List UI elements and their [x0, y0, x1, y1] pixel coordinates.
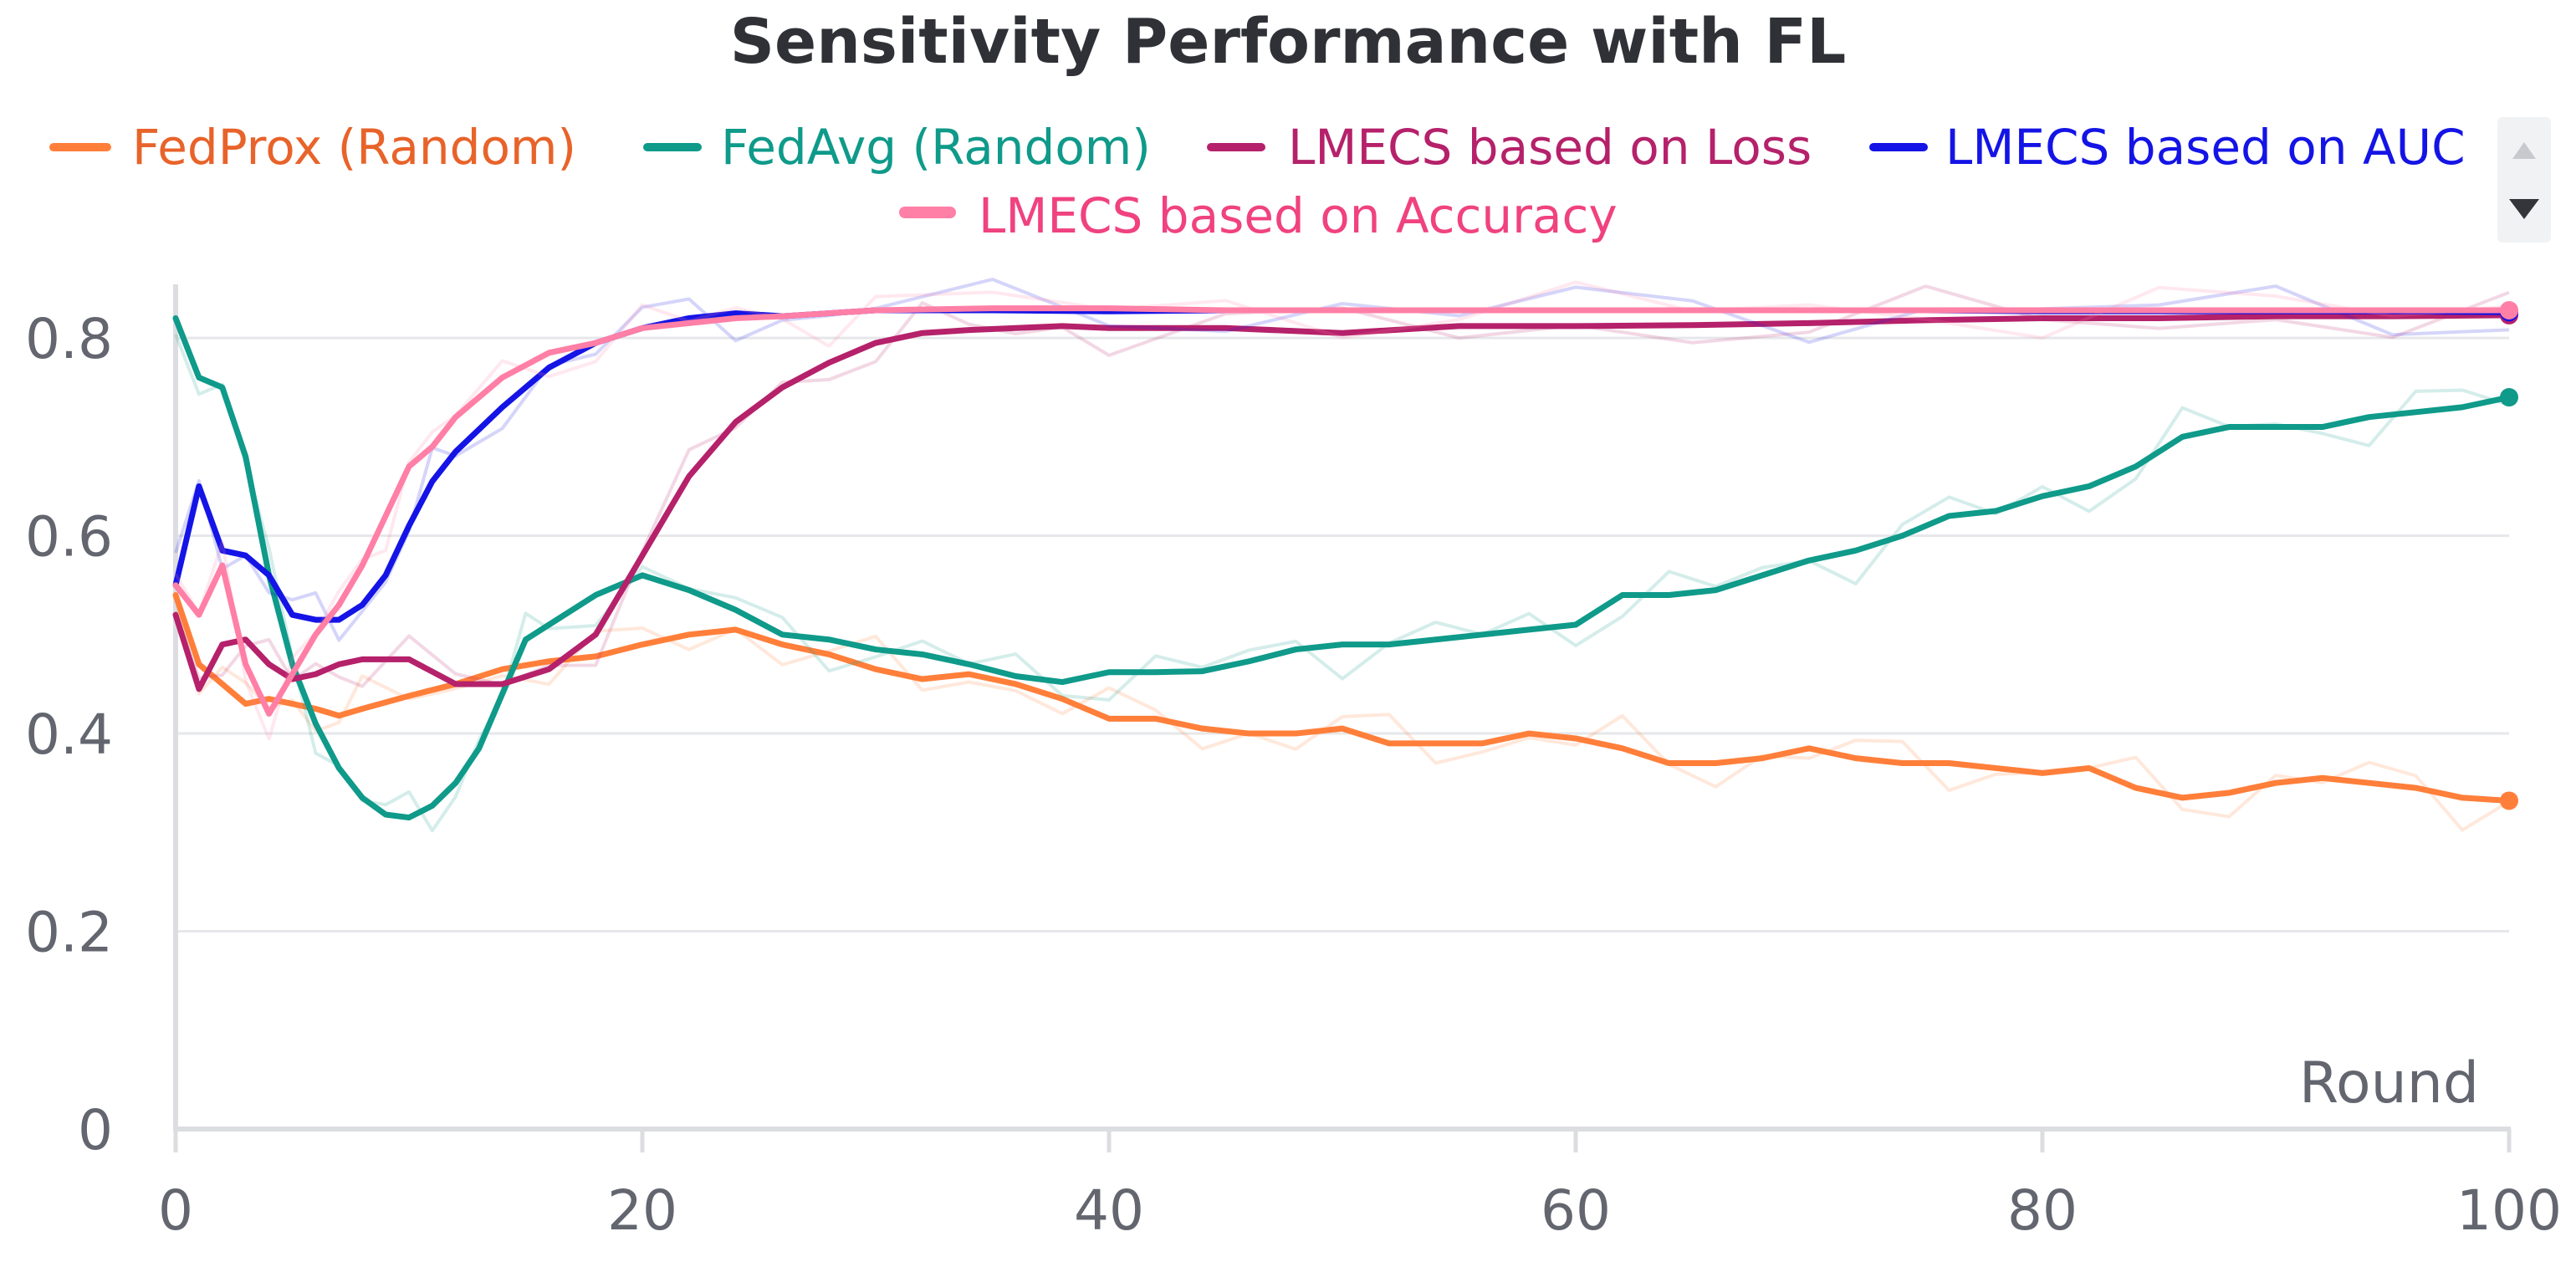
series-end-point[interactable]: [2500, 388, 2518, 407]
y-tick-label: 0.2: [25, 901, 113, 965]
series-raw-trace: [174, 334, 2510, 833]
legend-item-fedavg[interactable]: FedAvg (Random): [643, 119, 1151, 176]
y-tick-label: 0.4: [25, 703, 113, 767]
legend-item-lmecs-auc[interactable]: LMECS based on AUC: [1869, 119, 2466, 176]
legend-label-lmecs-loss: LMECS based on Loss: [1288, 119, 1812, 176]
series-1: [172, 314, 2518, 833]
chart-title: Sensitivity Performance with FL: [730, 6, 1847, 78]
legend-label-lmecs-auc: LMECS based on AUC: [1945, 119, 2466, 176]
x-axis-label: Round: [2299, 1050, 2479, 1116]
x-tick-label: 20: [607, 1178, 677, 1243]
series-lines: [172, 278, 2518, 833]
axes: [173, 284, 2512, 1152]
legend-item-fedprox[interactable]: FedProx (Random): [49, 119, 576, 176]
series-raw-trace: [174, 280, 2510, 741]
y-tick-label: 0.6: [25, 505, 113, 570]
legend: FedProx (Random) FedAvg (Random) LMECS b…: [49, 117, 2551, 244]
x-tick-label: 40: [1074, 1178, 1144, 1243]
legend-item-lmecs-loss[interactable]: LMECS based on Loss: [1207, 119, 1812, 176]
y-tick-label: 0.8: [25, 307, 113, 371]
x-tick-label: 0: [158, 1178, 193, 1243]
legend-scroll-track: [2497, 117, 2551, 243]
series-line[interactable]: [172, 312, 2512, 692]
series-raw-trace: [174, 284, 2510, 688]
series-line[interactable]: [172, 592, 2512, 804]
legend-label-fedprox: FedProx (Random): [132, 119, 576, 176]
tick-labels: 0 0.2 0.4 0.6 0.8 0 20 40 60 80 100: [25, 307, 2562, 1243]
x-tick-label: 100: [2456, 1178, 2562, 1243]
scroll-down-icon[interactable]: [2509, 199, 2539, 219]
legend-label-lmecs-accuracy: LMECS based on Accuracy: [979, 187, 1618, 244]
series-2: [172, 284, 2518, 692]
scroll-up-icon[interactable]: [2512, 142, 2536, 159]
grid: [176, 336, 2509, 933]
series-end-point[interactable]: [2500, 791, 2518, 810]
series-line[interactable]: [172, 305, 2512, 717]
series-4: [172, 280, 2518, 741]
series-0: [172, 592, 2518, 832]
series-line[interactable]: [172, 307, 2512, 623]
series-line[interactable]: [172, 314, 2512, 821]
legend-item-lmecs-accuracy[interactable]: LMECS based on Accuracy: [899, 187, 1618, 244]
x-tick-label: 60: [1541, 1178, 1611, 1243]
legend-label-fedavg: FedAvg (Random): [721, 119, 1151, 176]
x-tick-label: 80: [2007, 1178, 2078, 1243]
series-end-point[interactable]: [2500, 301, 2518, 320]
y-tick-label: 0: [78, 1098, 113, 1162]
